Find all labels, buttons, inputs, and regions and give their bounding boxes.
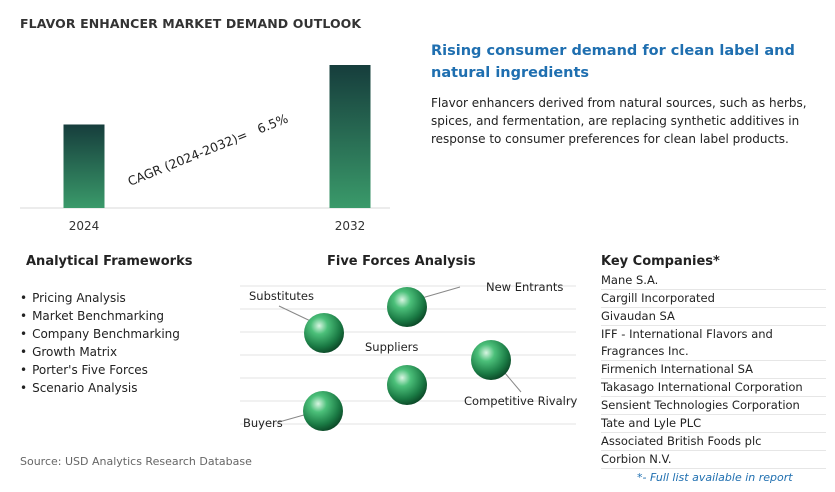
label-buyers: Buyers — [243, 416, 283, 430]
full-list-footnote: *- Full list available in report — [637, 471, 793, 484]
list-item: Mane S.A. — [601, 272, 826, 290]
sphere-new-entrants — [387, 287, 427, 327]
companies-list: Mane S.A. Cargill Incorporated Givaudan … — [601, 272, 826, 469]
list-item: Cargill Incorporated — [601, 290, 826, 308]
list-item: IFF - International Flavors and Fragranc… — [601, 326, 826, 361]
sphere-substitutes — [304, 313, 344, 353]
label-suppliers: Suppliers — [365, 340, 418, 354]
bar-2024 — [63, 124, 105, 208]
list-item: Scenario Analysis — [20, 379, 180, 397]
sphere-competitive-rivalry — [471, 340, 511, 380]
report-title: FLAVOR ENHANCER MARKET DEMAND OUTLOOK — [20, 16, 362, 31]
five-forces-diagram: Substitutes New Entrants Suppliers Compe… — [240, 280, 578, 431]
list-item: Sensient Technologies Corporation — [601, 397, 826, 415]
label-new-entrants: New Entrants — [486, 280, 563, 294]
list-item: Associated British Foods plc — [601, 433, 826, 451]
list-item: Givaudan SA — [601, 308, 826, 326]
list-item: Market Benchmarking — [20, 307, 180, 325]
bar-2032 — [329, 65, 371, 208]
sphere-suppliers — [387, 365, 427, 405]
frameworks-list: Pricing Analysis Market Benchmarking Com… — [20, 289, 180, 397]
cagr-annotation: CAGR (2024-2032)= 6.5% — [126, 111, 291, 189]
frameworks-title: Analytical Frameworks — [26, 254, 193, 269]
list-item: Company Benchmarking — [20, 325, 180, 343]
list-item: Tate and Lyle PLC — [601, 415, 826, 433]
list-item: Corbion N.V. — [601, 451, 826, 469]
x-tick-2032: 2032 — [335, 219, 366, 233]
bar-chart: 2024 2032 CAGR (2024-2032)= 6.5% — [20, 65, 390, 233]
source-note: Source: USD Analytics Research Database — [20, 455, 252, 468]
list-item: Takasago International Corporation — [601, 379, 826, 397]
label-substitutes: Substitutes — [249, 289, 314, 303]
list-item: Pricing Analysis — [20, 289, 180, 307]
list-item: Growth Matrix — [20, 343, 180, 361]
five-forces-title: Five Forces Analysis — [327, 254, 476, 269]
headline-description: Flavor enhancers derived from natural so… — [431, 96, 807, 146]
headline: Rising consumer demand for clean label a… — [431, 43, 795, 81]
companies-title: Key Companies* — [601, 254, 720, 269]
list-item: Firmenich International SA — [601, 361, 826, 379]
x-tick-2024: 2024 — [69, 219, 100, 233]
sphere-buyers — [303, 391, 343, 431]
list-item: Porter's Five Forces — [20, 361, 180, 379]
label-competitive-rivalry: Competitive Rivalry — [464, 394, 578, 408]
